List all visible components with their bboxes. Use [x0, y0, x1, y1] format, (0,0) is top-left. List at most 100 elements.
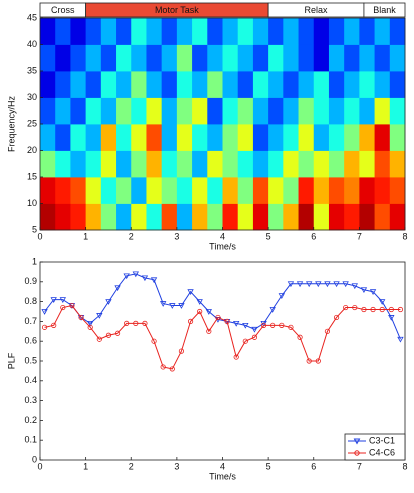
heat-cell [328, 124, 345, 151]
heat-cell [374, 124, 391, 151]
heat-cell [100, 124, 117, 151]
x-tick-label: 2 [129, 461, 134, 471]
marker [397, 306, 404, 313]
heat-cell [283, 124, 299, 151]
heat-cell [237, 97, 254, 125]
heat-cell [389, 150, 406, 178]
series-line [44, 273, 401, 340]
x-tick-label: 8 [402, 231, 407, 241]
heat-cell [70, 97, 87, 125]
heat-cell [192, 124, 208, 151]
heat-cell [207, 97, 223, 125]
plot-frame [39, 261, 406, 461]
marker [169, 303, 176, 309]
heat-cell [344, 203, 360, 231]
marker [351, 283, 358, 290]
heat-cell [207, 177, 223, 204]
heat-cell [207, 18, 223, 45]
marker [315, 281, 322, 288]
heat-cell [207, 124, 223, 151]
heat-cell [389, 18, 406, 45]
marker [114, 330, 121, 336]
segment-label: Relax [305, 5, 329, 15]
heat-cell [40, 97, 56, 125]
marker [132, 271, 139, 278]
marker [151, 338, 157, 344]
heat-cell [237, 203, 254, 231]
marker [388, 315, 395, 321]
marker [233, 354, 239, 360]
x-tick-label: 4 [220, 461, 225, 471]
heat-cell [237, 124, 254, 151]
marker [270, 322, 276, 328]
heat-cell [237, 18, 254, 45]
marker [269, 307, 276, 313]
x-tick-label: 0 [37, 231, 42, 241]
heat-cell [176, 71, 193, 98]
heat-cell [161, 177, 178, 204]
heat-cell [252, 177, 269, 204]
heat-cell [268, 44, 284, 72]
heat-cell [237, 44, 254, 72]
marker [379, 306, 385, 313]
heat-cell [40, 18, 56, 45]
y-tick-label: 20 [27, 145, 37, 155]
marker [315, 358, 321, 364]
heat-cell [55, 124, 71, 151]
legend-label: C4-C6 [369, 447, 395, 457]
heat-cell [161, 71, 178, 98]
heat-cell [359, 124, 375, 151]
marker [114, 285, 121, 292]
x-tick-label: 7 [357, 231, 362, 241]
marker [87, 320, 94, 327]
heat-cell [252, 71, 269, 98]
heat-cell [131, 203, 147, 231]
heat-cell [222, 71, 239, 98]
heat-cell [328, 150, 345, 178]
heat-cell [131, 150, 147, 178]
heat-cell [192, 177, 208, 204]
heat-cell [116, 177, 132, 204]
heat-cell [328, 18, 345, 45]
heat-cell [374, 71, 391, 98]
heat-cell [192, 44, 208, 72]
heat-cell [328, 97, 345, 125]
heat-cell [344, 18, 360, 45]
marker [96, 313, 103, 319]
y-tick-label: 0.1 [24, 435, 37, 445]
legend-marker [353, 438, 361, 445]
heat-cell [192, 71, 208, 98]
heat-cell [268, 150, 284, 178]
heat-cell [70, 71, 87, 98]
heat-cell [161, 18, 178, 45]
marker [288, 324, 294, 330]
marker [105, 299, 112, 305]
y-tick-label: 0.3 [24, 395, 37, 405]
x-tick-label: 0 [37, 461, 42, 471]
marker [224, 318, 230, 324]
heat-cell [100, 177, 117, 204]
heat-cell [374, 177, 391, 204]
heat-cell [40, 203, 56, 231]
heat-cell [359, 150, 375, 178]
heat-cell [85, 177, 102, 204]
heat-cell [344, 97, 360, 125]
heat-cell [116, 44, 132, 72]
heat-cell [85, 97, 102, 125]
heat-cell [374, 44, 391, 72]
y-tick-label: 40 [27, 39, 37, 49]
x-tick-label: 3 [174, 231, 179, 241]
heat-cell [283, 177, 299, 204]
heat-cell [146, 150, 163, 178]
y-tick-label: 30 [27, 92, 37, 102]
marker [50, 297, 57, 303]
heat-cell [298, 124, 315, 151]
heat-cell [131, 177, 147, 204]
heat-cell [328, 203, 345, 231]
heat-cell [131, 71, 147, 98]
heat-cell [283, 71, 299, 98]
y-tick-label: 1 [32, 256, 37, 266]
marker [287, 281, 295, 288]
marker [251, 334, 258, 340]
y-tick-label: 0.9 [24, 276, 37, 286]
